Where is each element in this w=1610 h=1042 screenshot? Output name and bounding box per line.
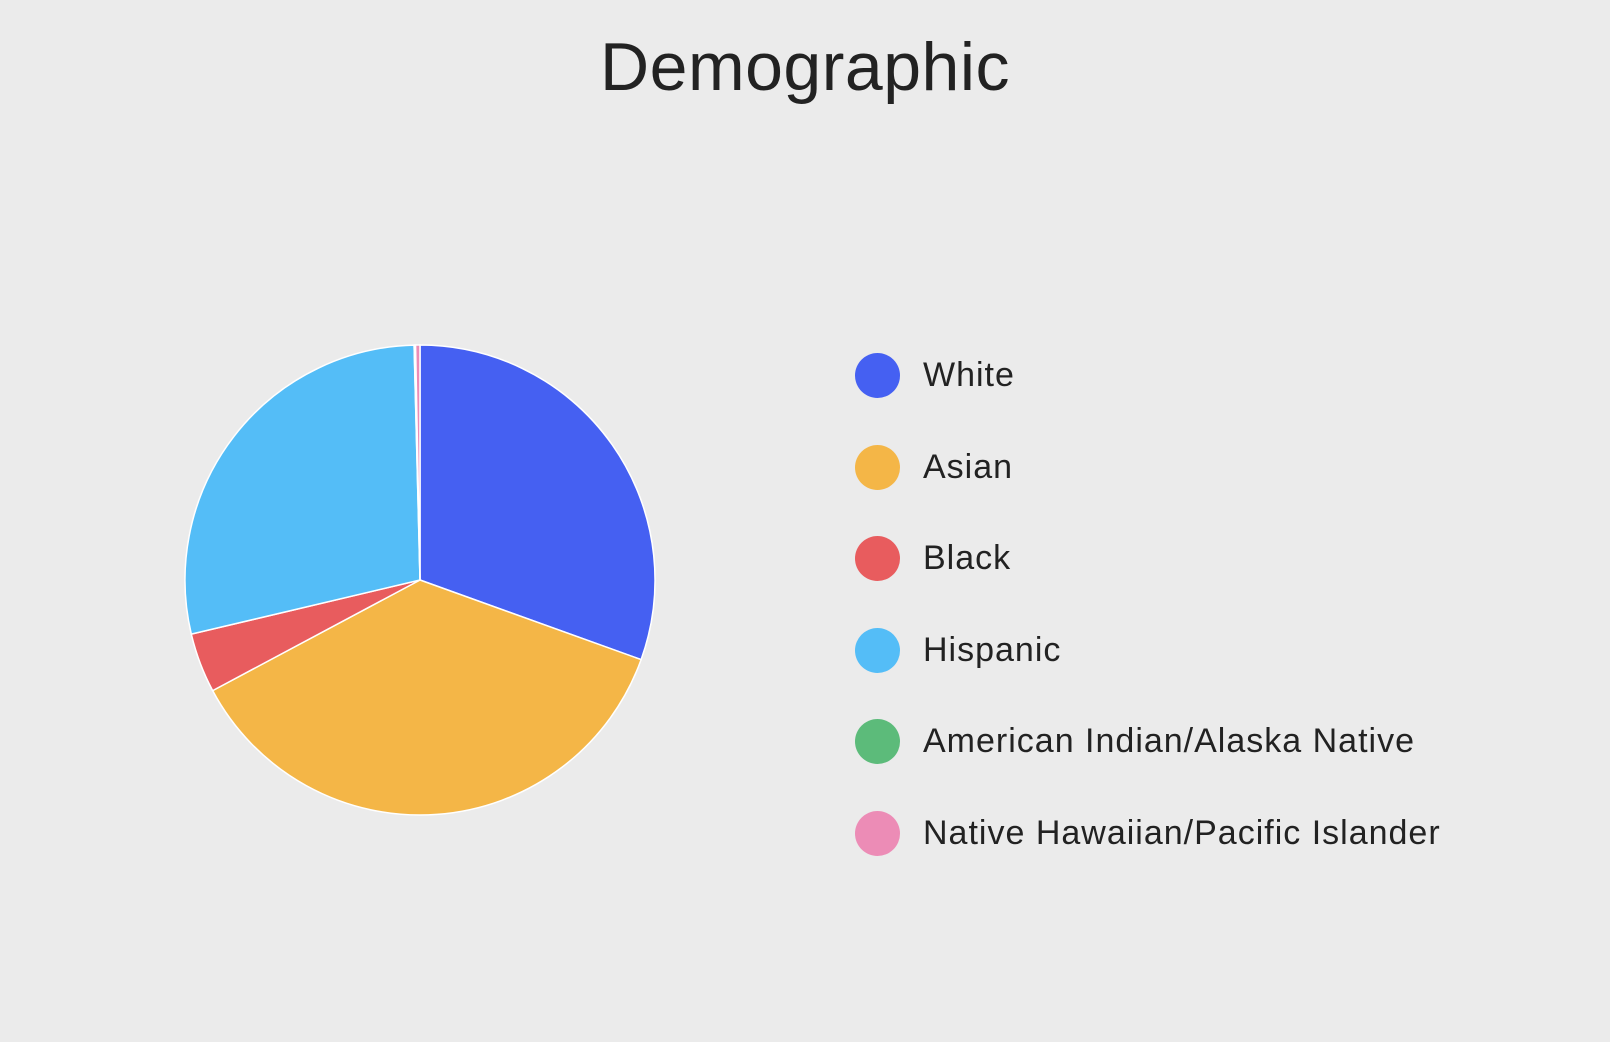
legend-label: Black: [923, 539, 1012, 578]
pie-slice-asian: [211, 579, 643, 816]
legend-label: Hispanic: [923, 630, 1062, 669]
pie-chart: [170, 330, 670, 830]
legend-item: Asian: [855, 422, 1441, 514]
pie-slice-native-hawaiian-pacific-islander: [414, 344, 421, 581]
legend-item: American Indian/Alaska Native: [855, 696, 1441, 788]
legend-label: White: [923, 356, 1015, 395]
legend-swatch: [855, 353, 900, 399]
pie-slice-hispanic: [184, 344, 421, 636]
legend-swatch: [855, 810, 900, 856]
legend-item: Hispanic: [855, 605, 1441, 697]
chart-title: Demographic: [600, 29, 1010, 105]
legend-item: Native Hawaiian/Pacific Islander: [855, 788, 1441, 880]
legend-swatch: [855, 536, 900, 582]
pie-slice-white: [419, 344, 656, 661]
legend-item: White: [855, 330, 1441, 422]
legend-swatch: [855, 627, 900, 673]
legend-label: Native Hawaiian/Pacific Islander: [923, 813, 1441, 852]
legend-swatch: [855, 719, 900, 765]
legend-item: Black: [855, 513, 1441, 605]
legend-swatch: [855, 444, 900, 490]
pie-svg: [184, 344, 656, 816]
chart-legend: White Asian Black Hispanic American Indian/A…: [855, 330, 1441, 879]
legend-label: American Indian/Alaska Native: [923, 722, 1416, 761]
legend-label: Asian: [923, 447, 1014, 486]
